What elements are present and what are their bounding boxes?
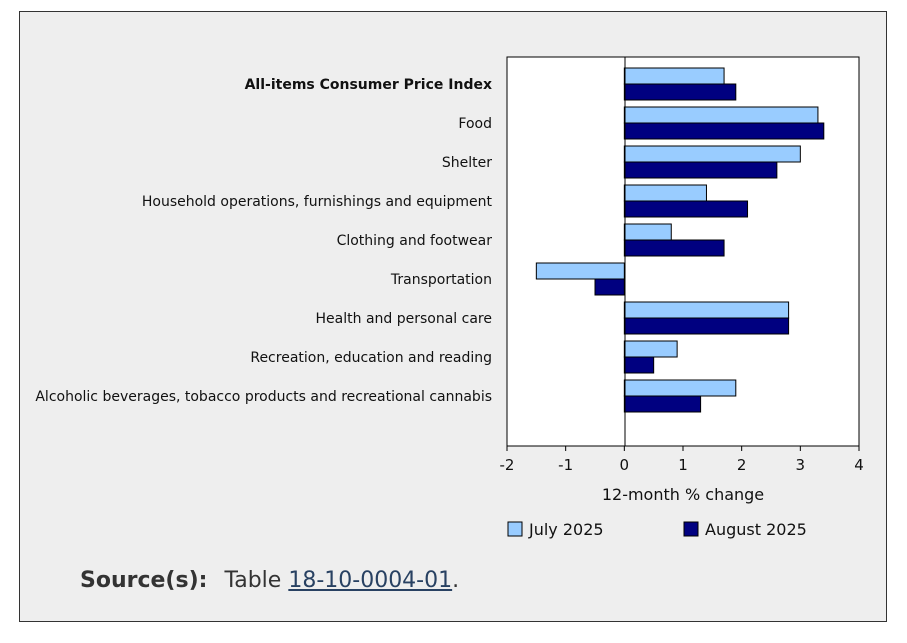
x-tick-label-0: -2 bbox=[500, 456, 515, 474]
bar-august-0 bbox=[623, 83, 737, 101]
bar-july-5 bbox=[535, 262, 625, 280]
source-prefix: Table bbox=[224, 568, 282, 593]
category-label-7: Recreation, education and reading bbox=[250, 350, 492, 366]
category-label-1: Food bbox=[458, 116, 492, 132]
bar-july-4 bbox=[623, 223, 672, 241]
bar-august-5 bbox=[594, 278, 625, 296]
legend-swatch-1 bbox=[683, 521, 699, 537]
category-label-8: Alcoholic beverages, tobacco products an… bbox=[35, 389, 492, 405]
bar-august-8 bbox=[623, 395, 702, 413]
source-line: Source(s): Table 18-10-0004-01. bbox=[80, 568, 459, 593]
category-label-0: All-items Consumer Price Index bbox=[245, 77, 492, 93]
bar-august-4 bbox=[623, 239, 725, 257]
category-label-3: Household operations, furnishings and eq… bbox=[142, 194, 493, 210]
bar-july-3 bbox=[623, 184, 707, 202]
category-label-4: Clothing and footwear bbox=[337, 233, 493, 249]
x-tick-label-3: 1 bbox=[678, 456, 688, 474]
x-axis-ticks: -2 -1 0 1 2 3 4 bbox=[500, 445, 864, 474]
bar-july-6 bbox=[623, 301, 790, 319]
bar-july-0 bbox=[623, 67, 725, 85]
legend-label-1: August 2025 bbox=[705, 520, 807, 539]
x-tick-label-1: -1 bbox=[558, 456, 573, 474]
bar-august-2 bbox=[623, 161, 778, 179]
bar-august-3 bbox=[623, 200, 749, 218]
bar-august-1 bbox=[623, 122, 825, 140]
category-label-6: Health and personal care bbox=[316, 311, 492, 327]
source-label: Source(s): bbox=[80, 568, 208, 593]
bar-july-8 bbox=[623, 379, 737, 397]
bars-group bbox=[535, 67, 825, 413]
x-tick-label-5: 3 bbox=[796, 456, 806, 474]
category-labels: All-items Consumer Price Index Food Shelte… bbox=[35, 77, 492, 405]
legend-label-0: July 2025 bbox=[528, 520, 604, 539]
bar-july-7 bbox=[623, 340, 678, 358]
bar-august-7 bbox=[623, 356, 655, 374]
bar-july-1 bbox=[623, 106, 819, 124]
bar-july-2 bbox=[623, 145, 801, 163]
x-tick-label-2: 0 bbox=[620, 456, 630, 474]
category-label-5: Transportation bbox=[390, 272, 492, 288]
source-suffix: . bbox=[452, 568, 460, 593]
x-tick-label-6: 4 bbox=[854, 456, 864, 474]
legend-swatch-0 bbox=[507, 521, 523, 537]
x-axis-title: 12-month % change bbox=[602, 485, 764, 504]
source-table-link[interactable]: 18-10-0004-01 bbox=[288, 568, 453, 593]
legend: July 2025 August 2025 bbox=[507, 520, 807, 539]
bar-august-6 bbox=[623, 317, 790, 335]
category-label-2: Shelter bbox=[442, 155, 492, 171]
x-tick-label-4: 2 bbox=[737, 456, 747, 474]
